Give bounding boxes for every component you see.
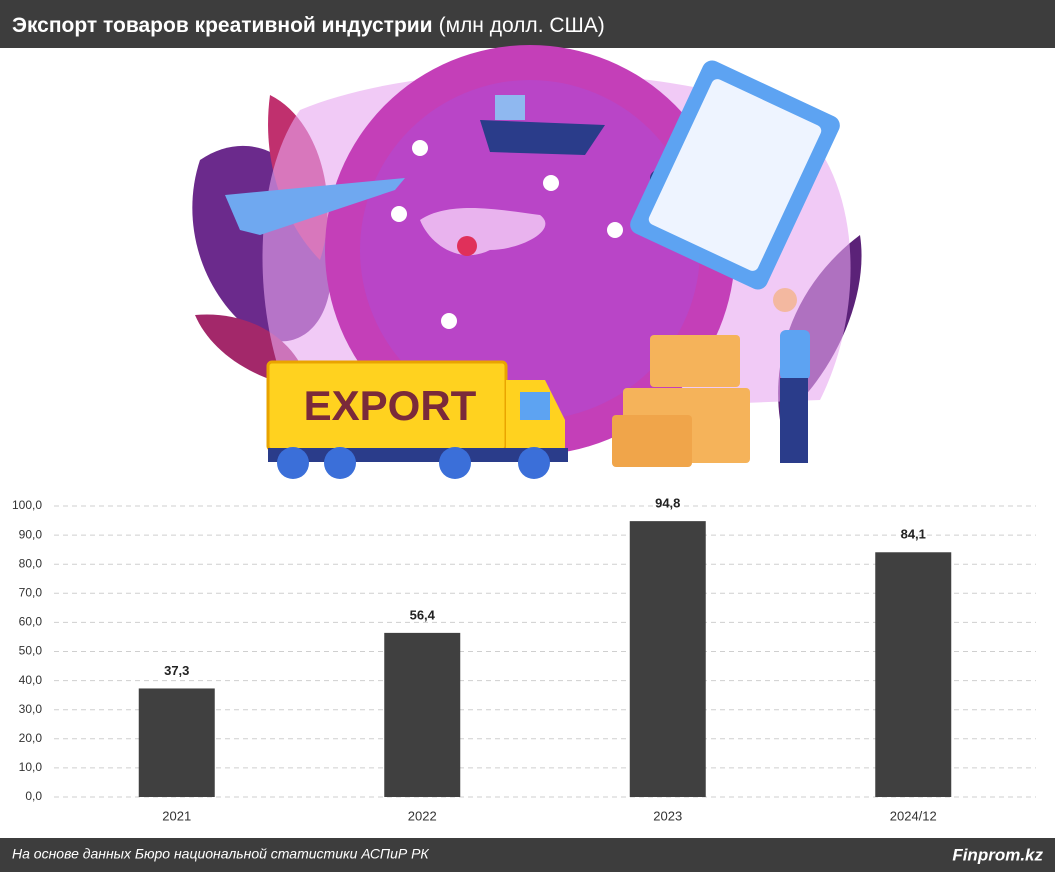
chart-title: Экспорт товаров креативной индустрии: [12, 14, 433, 37]
bar: [138, 688, 215, 797]
y-tick-label: 0,0: [25, 789, 42, 803]
plot-area: 0,0 10,0 20,0 30,0 40,0 50,0 60,0 70,0 80,0 90,0 1…: [12, 496, 1036, 823]
value-label: 84,1: [901, 527, 926, 542]
y-tick-label: 30,0: [19, 702, 43, 716]
y-tick-label: 100,0: [12, 498, 42, 512]
x-tick-label: 2023: [653, 808, 682, 823]
x-tick-label: 2022: [408, 808, 437, 823]
bar: [384, 632, 461, 797]
y-tick-label: 80,0: [19, 556, 43, 570]
header-bar: [0, 0, 1055, 48]
illustration-text: EXPORT: [304, 382, 477, 429]
y-tick-label: 60,0: [19, 615, 43, 629]
chart-subtitle: (млн долл. США): [439, 14, 605, 37]
source-note: На основе данных Бюро национальной стати…: [12, 846, 429, 862]
x-tick-label: 2021: [162, 808, 191, 823]
y-tick-label: 90,0: [19, 527, 43, 541]
title-line: Экспорт товаров креативной индустрии (млн…: [12, 14, 605, 37]
value-label: 94,8: [655, 496, 680, 511]
bar: [629, 521, 706, 797]
y-tick-label: 10,0: [19, 760, 43, 774]
y-tick-label: 70,0: [19, 585, 43, 599]
y-tick-label: 40,0: [19, 673, 43, 687]
brand: Finprom.kz: [952, 845, 1043, 864]
y-tick-label: 20,0: [19, 731, 43, 745]
footer-bar: [0, 838, 1055, 872]
x-tick-label: 2024/12: [890, 808, 937, 823]
y-tick-label: 50,0: [19, 644, 43, 658]
value-label: 56,4: [410, 607, 436, 622]
value-label: 37,3: [164, 663, 189, 678]
illustration: EXPORT: [192, 45, 862, 479]
bar: [875, 552, 952, 797]
